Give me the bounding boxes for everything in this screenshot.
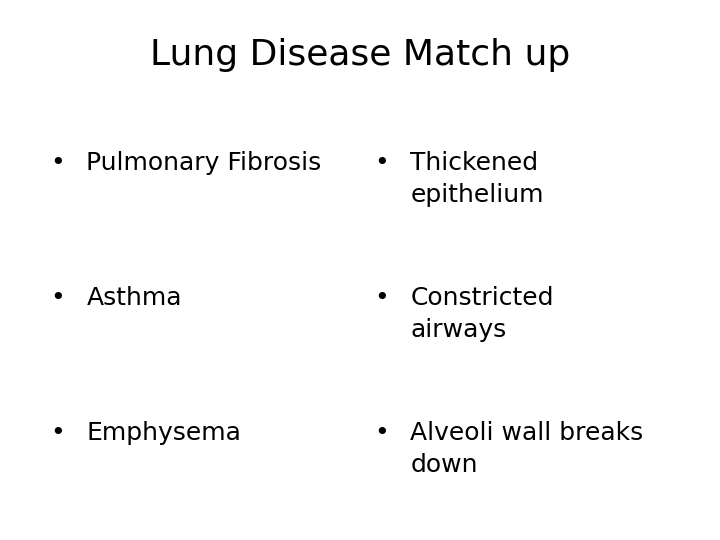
Text: •: • bbox=[374, 286, 389, 310]
Text: •: • bbox=[374, 421, 389, 445]
Text: Thickened
epithelium: Thickened epithelium bbox=[410, 151, 544, 207]
Text: Constricted
airways: Constricted airways bbox=[410, 286, 554, 342]
Text: •: • bbox=[50, 151, 65, 175]
Text: •: • bbox=[374, 151, 389, 175]
Text: Pulmonary Fibrosis: Pulmonary Fibrosis bbox=[86, 151, 322, 175]
Text: •: • bbox=[50, 286, 65, 310]
Text: Alveoli wall breaks
down: Alveoli wall breaks down bbox=[410, 421, 644, 477]
Text: Lung Disease Match up: Lung Disease Match up bbox=[150, 38, 570, 72]
Text: Asthma: Asthma bbox=[86, 286, 182, 310]
Text: Emphysema: Emphysema bbox=[86, 421, 241, 445]
Text: •: • bbox=[50, 421, 65, 445]
